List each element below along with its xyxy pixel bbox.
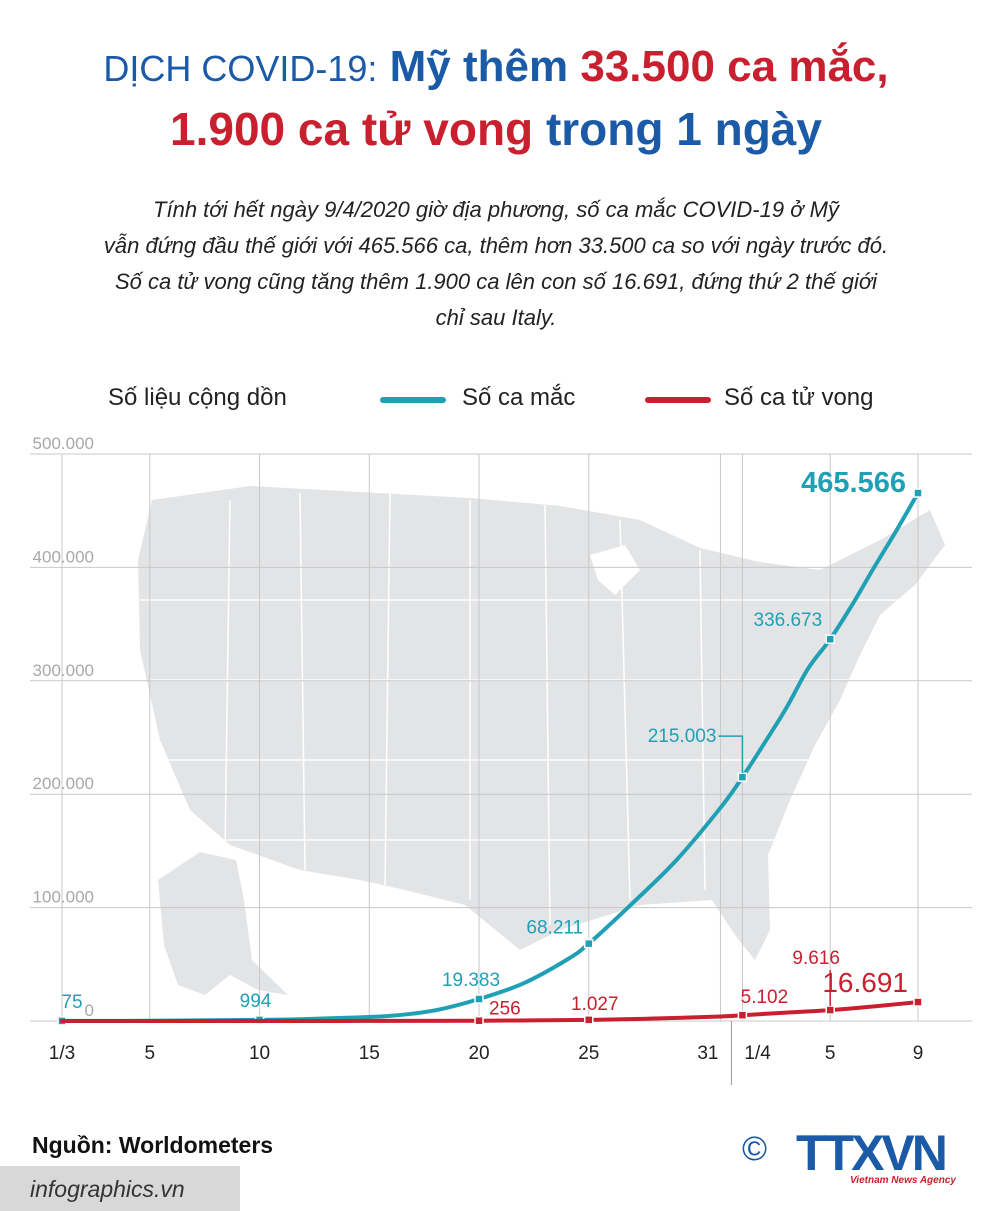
data-labels: 75 994 19.383 68.211 215.003 336.673 465.566 25… [61,467,908,1020]
x-tick-label: 1/4 [744,1043,771,1064]
state-border [544,504,551,926]
state-border [699,549,706,891]
x-tick-label: 15 [359,1043,380,1064]
legend-cases-label: Số ca mắc [462,384,576,411]
y-tick-label: 300.000 [33,661,94,680]
series [57,488,923,1026]
title-line-1: DỊCH COVID-19: Mỹ thêm 33.500 ca mắc, [0,42,992,92]
data-label: 336.673 [754,610,823,631]
intro-line: chỉ sau Italy. [435,305,557,330]
usa-map-background [138,486,945,995]
x-tick-label: 9 [913,1043,924,1064]
x-tick-label: 25 [578,1043,599,1064]
title-highlight-2: 1.900 ca tử vong [170,103,534,155]
data-label: 256 [489,999,521,1020]
legend-deaths-swatch [645,397,711,403]
data-label: 9.616 [792,948,840,969]
covid-line-chart: 500.000 400.000 300.000 200.000 100.000 0 1/3 5… [30,434,972,1085]
legend-title: Số liệu cộng dồn [108,384,287,411]
data-label: 75 [61,992,82,1013]
title-part-2: trong 1 ngày [545,103,822,155]
x-tick-label: 1/3 [49,1043,75,1064]
data-point [737,772,748,782]
y-tick-label: 100.000 [33,888,94,907]
state-border [224,499,231,851]
x-tick-label: 5 [145,1043,156,1064]
title-highlight-1: 33.500 ca mắc, [580,42,889,91]
data-label: 5.102 [741,987,789,1008]
intro-line: Tính tới hết ngày 9/4/2020 giờ địa phươn… [153,197,839,222]
y-tick-label: 400.000 [33,547,94,566]
usa-mainland-shape [138,486,945,960]
title-line-2: 1.900 ca tử vong trong 1 ngày [0,102,992,156]
source-note: Nguồn: Worldometers [32,1132,274,1158]
data-point [825,634,835,644]
copyright-icon: © [742,1130,768,1168]
ttxvn-logo: TTXVN [796,1125,948,1181]
data-point [584,1015,594,1025]
logo-subtitle: Vietnam News Agency [850,1175,956,1186]
footer-band [0,1166,240,1211]
alaska-shape [158,852,288,995]
x-tick-label: 5 [825,1043,836,1064]
data-point [474,994,484,1004]
data-point [913,488,923,498]
data-point [584,938,594,949]
title-part-1: Mỹ thêm [389,42,569,91]
state-border [384,493,391,886]
legend-cases-swatch [380,397,446,403]
x-tick-label: 10 [249,1043,270,1064]
data-label: 215.003 [648,726,717,747]
y-tick-label: 0 [85,1001,94,1020]
x-tick-label: 31 [697,1043,718,1064]
y-tick-label: 500.000 [33,434,94,453]
data-point [825,1005,835,1015]
data-label: 19.383 [442,970,500,991]
x-tick-label: 20 [468,1043,489,1064]
title-prefix: DỊCH COVID-19: [103,48,378,89]
data-point [913,997,923,1007]
lakes-shape [590,545,640,595]
intro-line: Số ca tử vong cũng tăng thêm 1.900 ca lê… [114,269,878,294]
site-name: infographics.vn [30,1176,185,1202]
data-label: 16.691 [822,967,908,998]
data-point [474,1015,484,1026]
data-label: 1.027 [571,994,619,1015]
intro-line: vẫn đứng đầu thế giới với 465.566 ca, th… [103,233,889,258]
data-point [737,1010,748,1020]
data-label: 68.211 [526,918,583,939]
label-leader [718,735,744,774]
axes: 500.000 400.000 300.000 200.000 100.000 0 1/3 5… [33,434,924,1085]
data-label: 465.566 [801,467,906,499]
state-border [619,519,631,901]
intro-paragraph: Tính tới hết ngày 9/4/2020 giờ địa phươn… [40,192,952,336]
data-label: 994 [240,991,272,1012]
y-tick-label: 200.000 [33,774,94,793]
state-border [299,492,306,871]
series-line [60,491,920,1023]
legend-deaths-label: Số ca tử vong [724,384,874,411]
